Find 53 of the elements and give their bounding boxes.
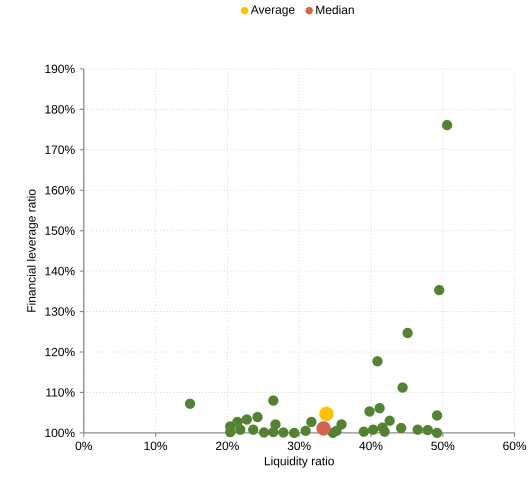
y-tick-label: 180%: [45, 105, 75, 114]
point: [432, 428, 442, 438]
y-tick-label: 190%: [45, 64, 75, 74]
x-tick-label: 0%: [76, 442, 92, 450]
point: [184, 398, 196, 410]
point: [258, 427, 270, 438]
point: [397, 382, 408, 393]
point: [242, 414, 252, 425]
point: [278, 427, 289, 438]
point: [379, 426, 390, 437]
point: [252, 412, 263, 422]
point: [300, 426, 311, 436]
point: [384, 416, 395, 426]
point: [412, 424, 423, 435]
point: [328, 428, 338, 438]
point: [248, 424, 258, 435]
y-tick-label: 110%: [46, 388, 75, 397]
y-axis-title: Financial leverage ratio: [26, 190, 38, 312]
point: [336, 419, 347, 430]
x-tick-label: 20%: [216, 442, 239, 450]
x-axis-title: Liquidity ratio: [264, 456, 334, 468]
x-tick-label: 10%: [144, 442, 168, 450]
legend-label: Median: [316, 5, 354, 14]
legend-label: Average: [250, 6, 295, 16]
point: [358, 426, 369, 437]
x-tick-label: 50%: [431, 442, 454, 450]
point: [442, 120, 452, 130]
x-tick-label: 30%: [288, 442, 311, 450]
x-tick-label: 40%: [359, 442, 383, 450]
y-tick-label: 170%: [45, 146, 75, 154]
point: [268, 427, 279, 438]
point: [374, 403, 385, 414]
point: [306, 416, 317, 428]
point: [316, 421, 331, 436]
x-tick-label: 60%: [503, 442, 526, 450]
y-tick-label: 100%: [45, 428, 75, 438]
point: [319, 406, 334, 422]
y-tick-label: 120%: [45, 348, 75, 356]
point: [288, 428, 300, 438]
point: [432, 410, 442, 421]
point: [402, 328, 413, 338]
point: [268, 395, 279, 406]
point: [364, 406, 375, 417]
point: [235, 424, 246, 435]
y-tick-label: 160%: [45, 186, 75, 195]
point: [434, 285, 444, 296]
y-tick-label: 130%: [45, 307, 75, 316]
point: [422, 424, 433, 436]
point: [372, 356, 383, 367]
y-tick-label: 140%: [45, 266, 75, 276]
point: [396, 422, 406, 434]
point: [368, 424, 378, 435]
y-tick-label: 150%: [45, 226, 75, 236]
